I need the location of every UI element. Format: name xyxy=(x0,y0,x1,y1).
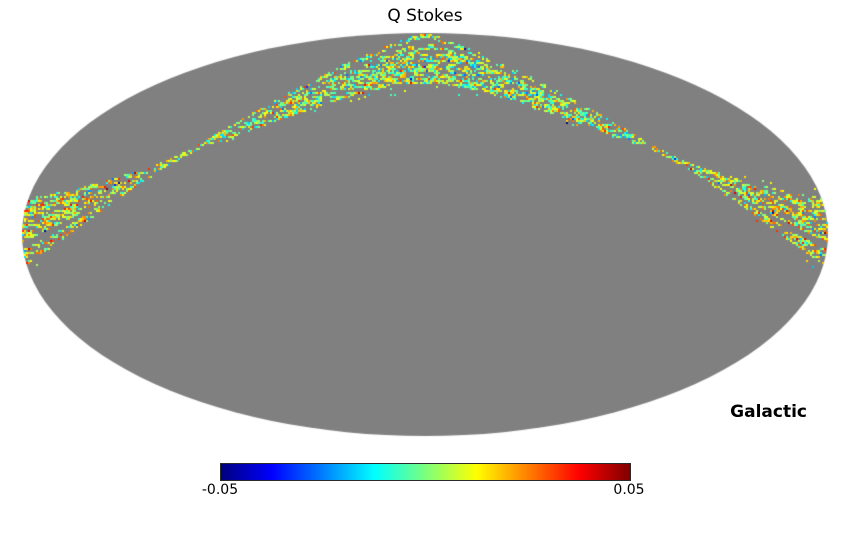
colorbar-gradient xyxy=(220,463,631,481)
coordinate-system-label: Galactic xyxy=(730,402,807,422)
colorbar-max-label: 0.05 xyxy=(613,482,645,498)
colorbar-min-label: -0.05 xyxy=(201,482,239,498)
map-title: Q Stokes xyxy=(387,6,463,26)
